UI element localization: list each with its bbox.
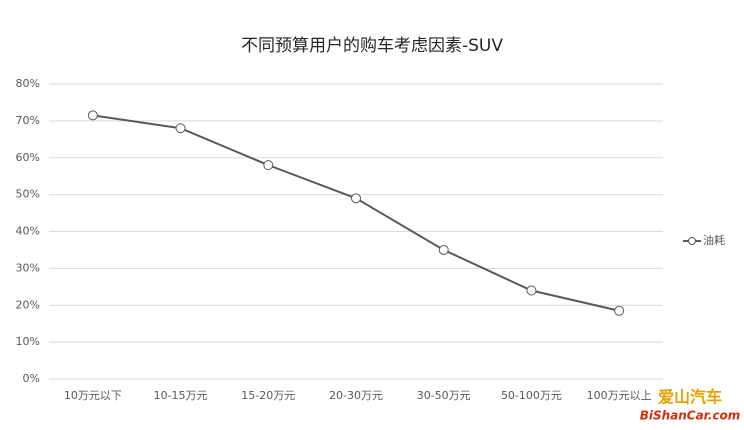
y-tick-label: 10% [16, 335, 40, 348]
x-tick-label: 20-30万元 [329, 389, 383, 402]
y-tick-label: 20% [16, 298, 40, 311]
data-point [87, 110, 98, 121]
chart-title: 不同预算用户的购车考虑因素-SUV [241, 36, 503, 56]
legend-label: 油耗 [703, 233, 725, 247]
data-point [614, 305, 625, 316]
watermark: BiShanCar.com [640, 409, 741, 423]
data-point [175, 123, 186, 134]
y-tick-label: 80% [16, 77, 40, 90]
data-point [438, 244, 449, 255]
y-tick-label: 0% [23, 372, 40, 385]
data-point [526, 285, 537, 296]
y-tick-label: 30% [16, 261, 40, 274]
x-tick-label: 30-50万元 [417, 389, 471, 402]
legend-marker [688, 237, 696, 245]
series-line [92, 114, 620, 312]
watermark: 爱山汽车 [658, 388, 722, 407]
y-tick-label: 60% [16, 151, 40, 164]
x-tick-label: 15-20万元 [241, 389, 295, 402]
data-point [263, 160, 274, 171]
x-tick-label: 100万元以上 [587, 389, 652, 402]
y-tick-label: 70% [16, 114, 40, 127]
x-tick-label: 10-15万元 [154, 389, 208, 402]
y-tick-label: 40% [16, 225, 40, 238]
data-point [351, 193, 361, 204]
x-tick-label: 50-100万元 [501, 389, 562, 402]
x-tick-label: 10万元以下 [64, 389, 122, 402]
y-tick-label: 50% [16, 188, 40, 201]
